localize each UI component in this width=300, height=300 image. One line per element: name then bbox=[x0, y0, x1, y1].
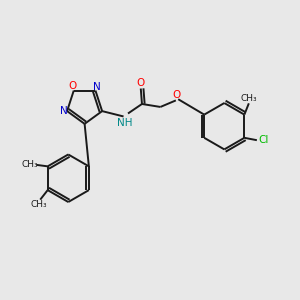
Text: O: O bbox=[172, 90, 181, 100]
Text: N: N bbox=[60, 106, 68, 116]
Text: NH: NH bbox=[117, 118, 132, 128]
Text: CH₃: CH₃ bbox=[241, 94, 257, 103]
Text: N: N bbox=[93, 82, 101, 92]
Text: CH₃: CH₃ bbox=[22, 160, 38, 169]
Text: O: O bbox=[137, 79, 145, 88]
Text: Cl: Cl bbox=[258, 135, 268, 145]
Text: CH₃: CH₃ bbox=[31, 200, 47, 209]
Text: O: O bbox=[68, 81, 76, 91]
